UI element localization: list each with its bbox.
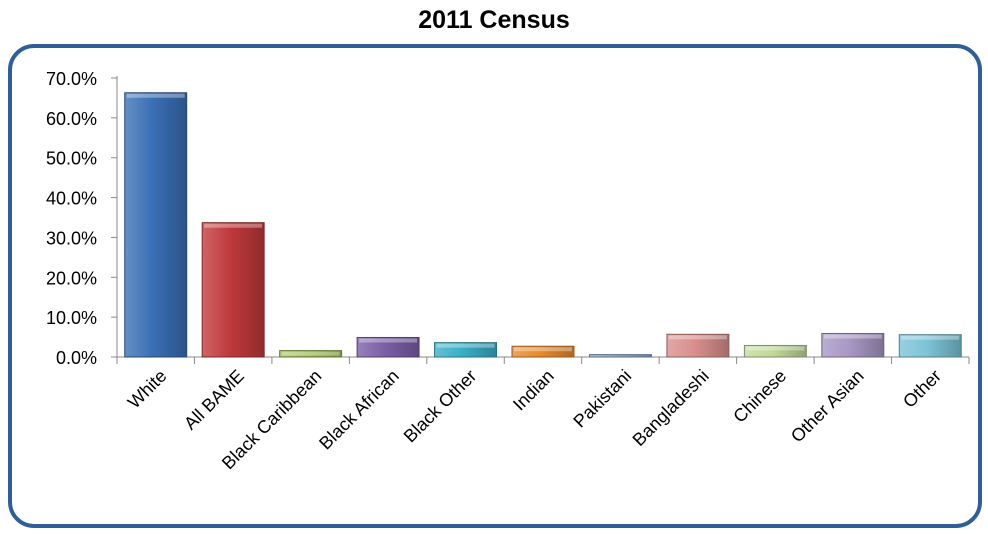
bar-highlight — [359, 338, 418, 343]
bar-white — [124, 92, 188, 358]
y-tick-label: 20.0% — [46, 268, 97, 288]
bar-highlight — [126, 93, 185, 98]
bar-highlight — [281, 351, 340, 356]
x-tick-label: Chinese — [729, 366, 790, 427]
y-tick-label: 50.0% — [46, 149, 97, 169]
x-tick-label: All BAME — [180, 366, 248, 434]
y-tick-label: 0.0% — [56, 348, 97, 368]
bar-chinese — [743, 344, 807, 358]
chart-title: 2011 Census — [418, 6, 570, 34]
x-tick-label: Indian — [509, 366, 558, 415]
bar-black-other — [434, 342, 498, 358]
y-tick-label: 40.0% — [46, 189, 97, 209]
bar-highlight — [746, 346, 805, 351]
y-tick-label: 30.0% — [46, 228, 97, 248]
x-tick-label: Other Asian — [787, 366, 868, 447]
bar-other-asian — [821, 332, 885, 358]
bar-indian — [511, 345, 575, 358]
bar-highlight — [514, 347, 572, 352]
y-tick-label: 10.0% — [46, 308, 97, 328]
bar-pakistani — [588, 354, 652, 358]
bar-other — [898, 334, 962, 358]
bar-black-african — [356, 336, 420, 358]
y-tick-label: 70.0% — [46, 69, 97, 89]
y-tick-label: 60.0% — [46, 109, 97, 129]
bar-black-caribbean — [279, 350, 343, 358]
bar-highlight — [436, 343, 495, 348]
x-tick-label: Other — [899, 366, 945, 412]
bar-all-bame — [201, 222, 265, 358]
x-tick-label: Pakistani — [569, 366, 635, 432]
bar-highlight — [668, 335, 727, 340]
x-tick-label: Bangladeshi — [629, 366, 713, 450]
bar-highlight — [823, 334, 882, 339]
x-tick-label: Black Other — [400, 366, 481, 447]
bar-bangladeshi — [666, 333, 730, 358]
x-tick-label: Black African — [315, 366, 403, 454]
bar-highlight — [901, 335, 960, 340]
bar-highlight — [204, 223, 263, 228]
x-tick-label: White — [124, 366, 171, 413]
